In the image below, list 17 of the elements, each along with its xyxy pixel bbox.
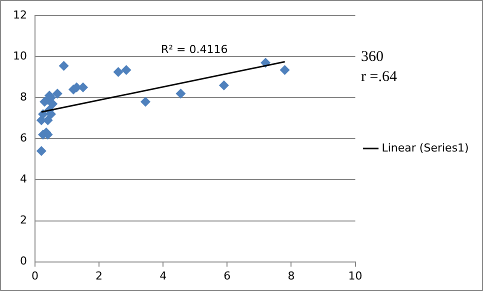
- y-tick-label: 6: [20, 132, 27, 145]
- x-tick-label: 0: [31, 269, 38, 282]
- x-tick-label: 2: [96, 269, 103, 282]
- legend-label: Linear (Series1): [382, 141, 469, 154]
- x-tick-label: 8: [288, 269, 295, 282]
- x-tick-label: 4: [160, 269, 167, 282]
- annotation: R² = 0.4116: [161, 43, 228, 56]
- y-tick-label: 4: [20, 172, 27, 186]
- x-tick-label: 6: [224, 269, 231, 282]
- y-tick-label: 0: [20, 254, 27, 268]
- x-tick-label: 10: [348, 269, 362, 282]
- text: 360: [361, 48, 384, 67]
- y-tick-label: 8: [20, 90, 27, 104]
- y-tick-label: 12: [12, 8, 27, 22]
- y-tick-label: 10: [12, 49, 27, 62]
- y-tick-label: 2: [20, 214, 27, 227]
- text: r =.64: [361, 68, 397, 87]
